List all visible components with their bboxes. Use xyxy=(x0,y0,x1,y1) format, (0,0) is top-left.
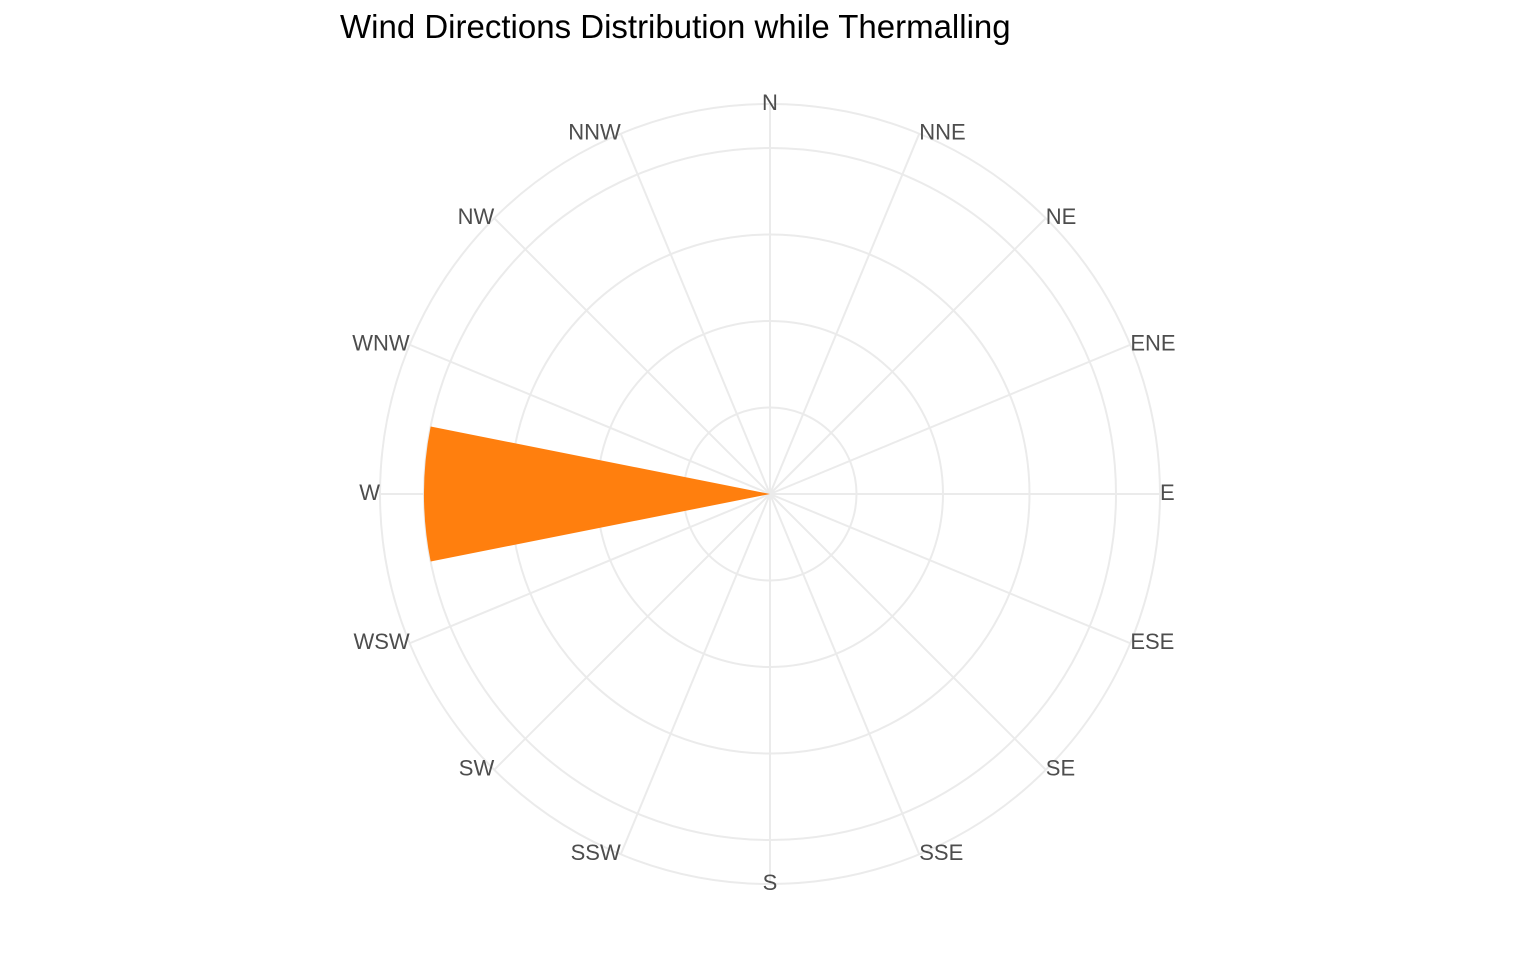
direction-label-nw: NW xyxy=(458,204,495,229)
direction-label-e: E xyxy=(1160,480,1175,505)
direction-label-sse: SSE xyxy=(919,840,963,865)
direction-label-nne: NNE xyxy=(919,119,965,144)
direction-label-sw: SW xyxy=(459,756,495,781)
direction-label-wnw: WNW xyxy=(352,331,410,356)
direction-label-s: S xyxy=(763,870,778,895)
grid-spoke xyxy=(409,343,771,495)
grid-spoke xyxy=(619,493,771,855)
grid-spoke xyxy=(769,343,1131,495)
grid-spoke xyxy=(769,493,921,855)
grid-spoke xyxy=(769,217,1047,495)
direction-label-w: W xyxy=(359,480,380,505)
direction-label-ssw: SSW xyxy=(571,840,621,865)
direction-label-se: SE xyxy=(1046,756,1075,781)
grid-spoke xyxy=(769,493,1131,645)
chart-title: Wind Directions Distribution while Therm… xyxy=(340,8,1011,45)
grid-spoke xyxy=(619,133,771,495)
direction-label-ene: ENE xyxy=(1130,331,1175,356)
grid-spoke xyxy=(769,133,921,495)
grid-spoke xyxy=(409,493,771,645)
bar-w xyxy=(423,426,770,562)
direction-labels: N NNE NE ENE E ESE SE SSE S SSW SW WSW W WNW NW NNW xyxy=(352,90,1175,895)
grid-spoke xyxy=(769,493,1047,771)
bars xyxy=(423,426,770,562)
direction-label-ese: ESE xyxy=(1130,629,1174,654)
grid-spoke xyxy=(493,217,771,495)
direction-label-nnw: NNW xyxy=(568,119,621,144)
grid-spoke xyxy=(493,493,771,771)
direction-label-ne: NE xyxy=(1046,204,1077,229)
direction-label-wsw: WSW xyxy=(353,629,409,654)
direction-label-n: N xyxy=(762,90,778,115)
